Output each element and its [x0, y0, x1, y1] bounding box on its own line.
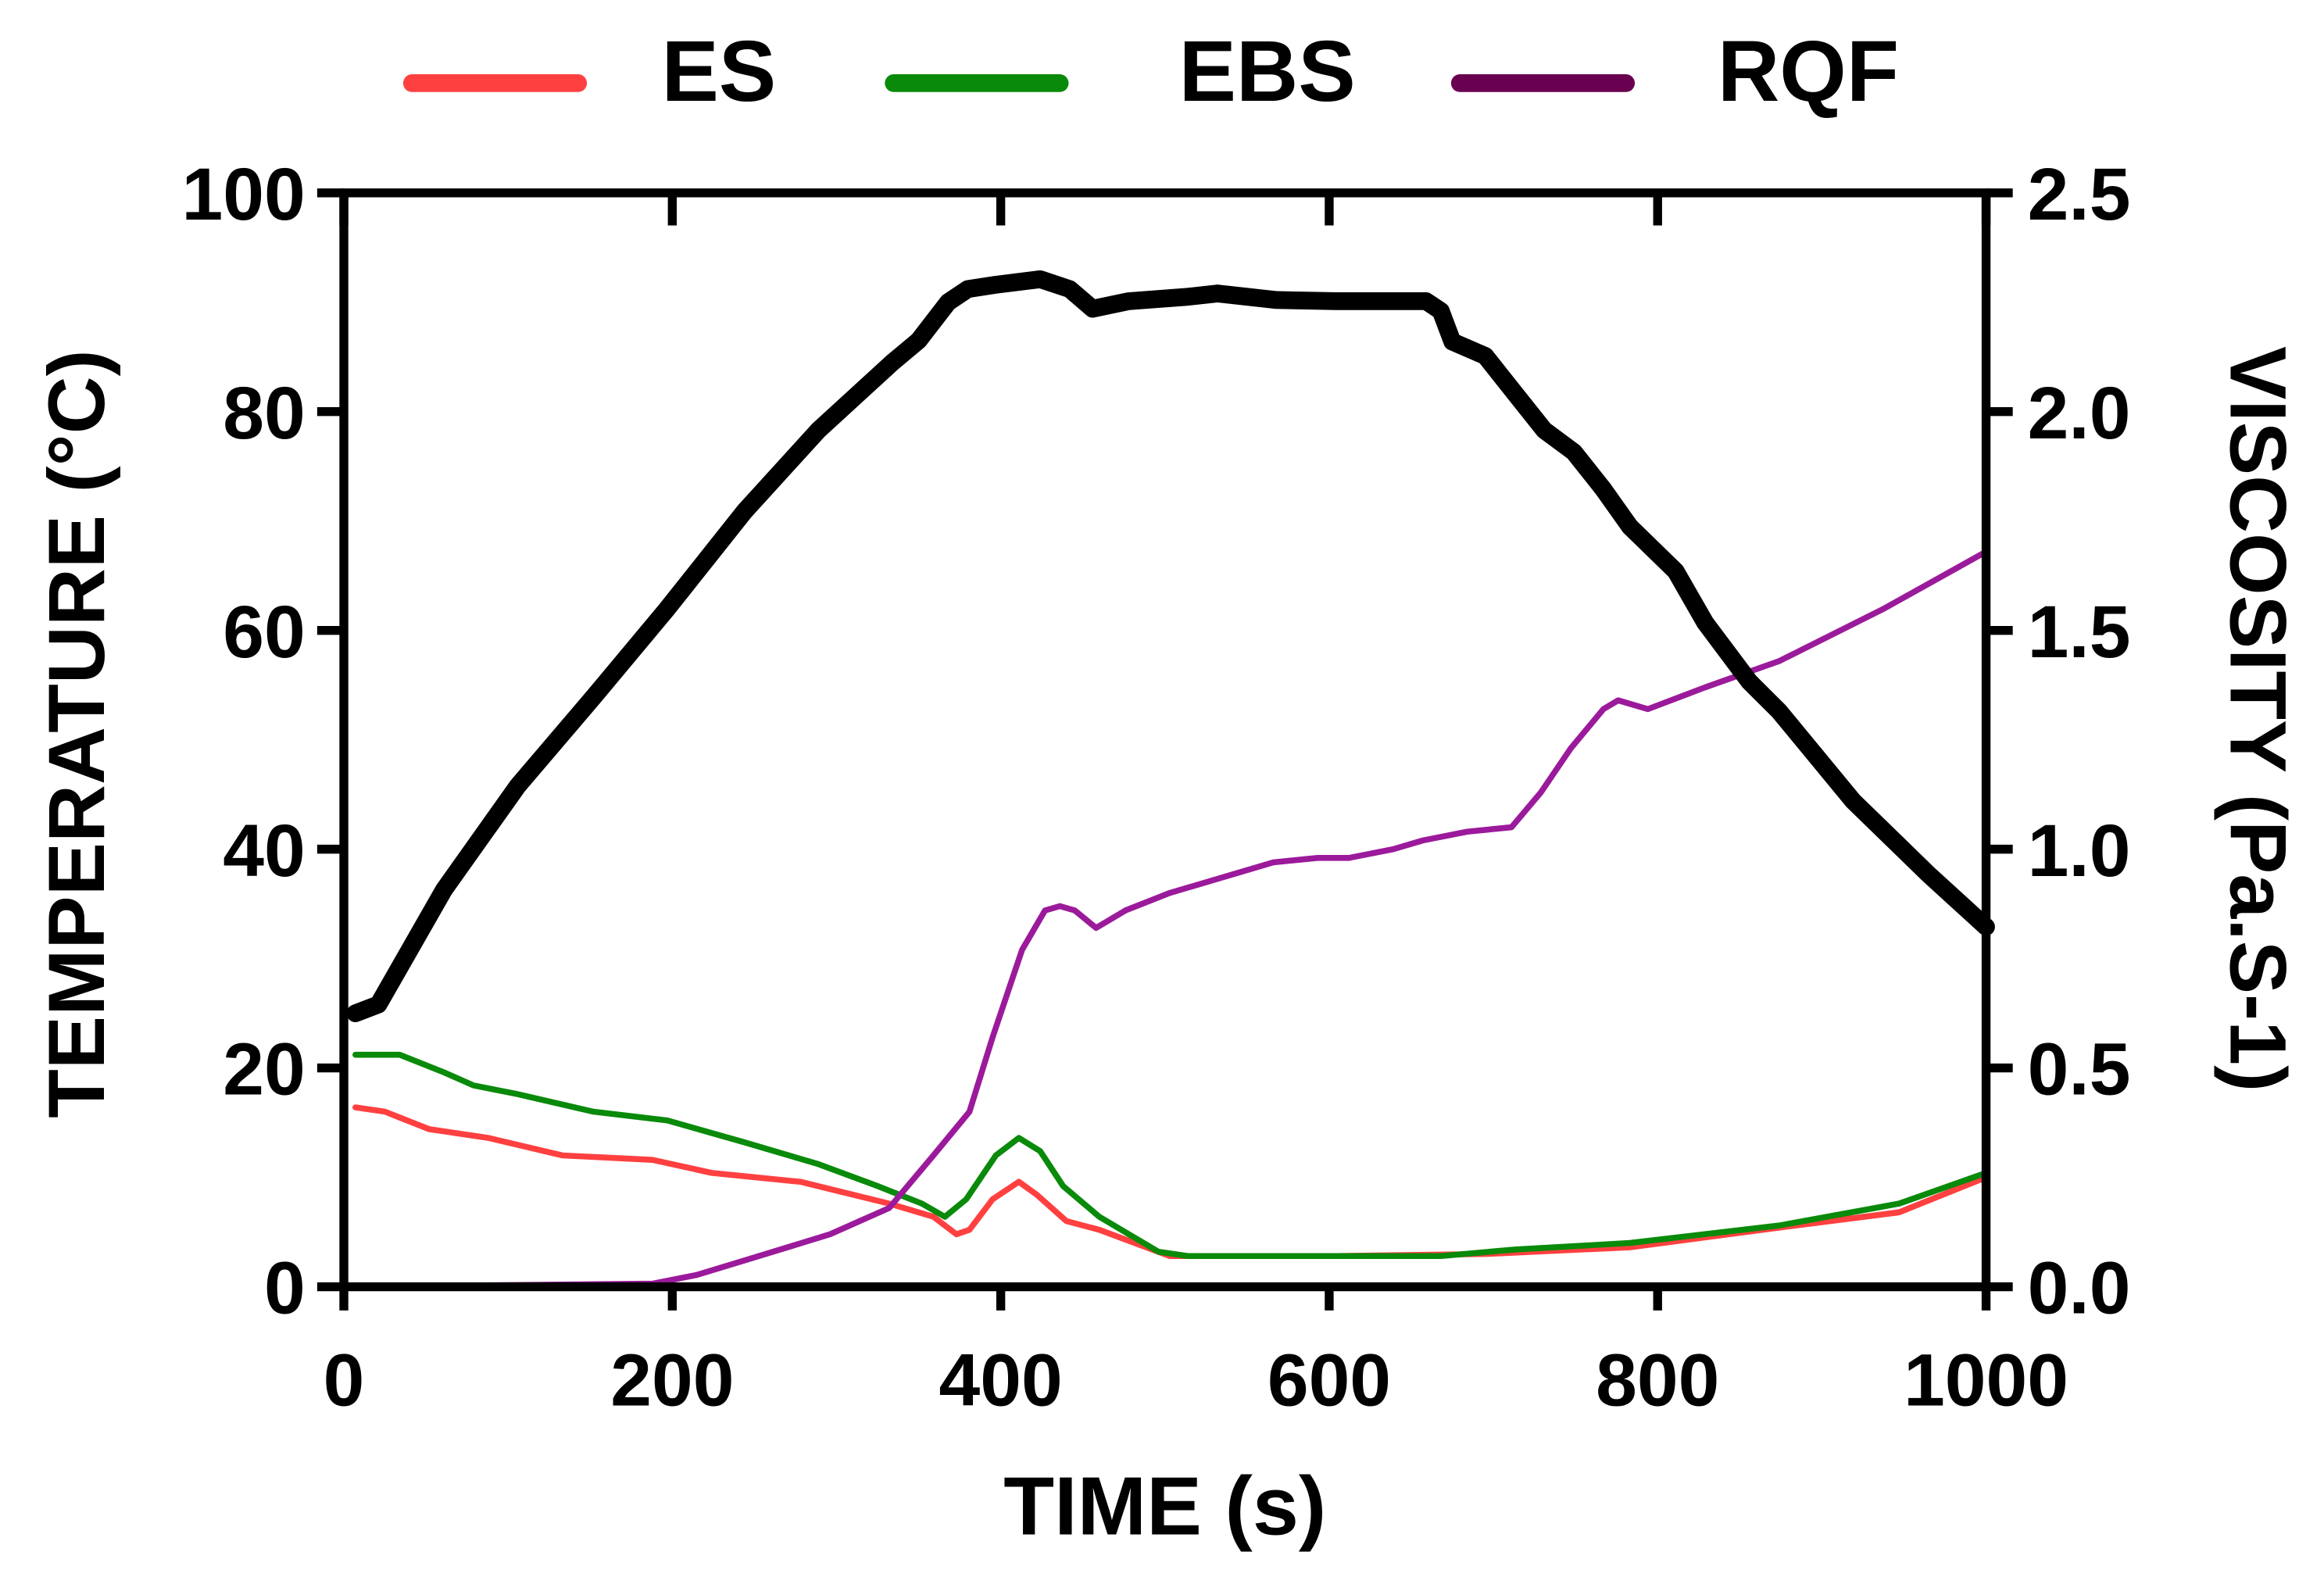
x-tick-label: 800	[1596, 1339, 1719, 1422]
y-tick-label: 60	[223, 591, 305, 674]
legend: ES EBS RQF	[402, 23, 1899, 120]
x-tick-label: 200	[610, 1339, 734, 1422]
x-tick-label: 1000	[1904, 1339, 2068, 1422]
y2-tick-label: 0.0	[2028, 1247, 2131, 1330]
y2-tick-label: 0.5	[2028, 1028, 2131, 1111]
y-tick-label: 40	[223, 810, 305, 892]
rqf-series-line	[352, 549, 1990, 1290]
y2-axis-title: VISCOSITY (Pa.S-1)	[2214, 346, 2304, 1092]
y-axis-title: TEMPERATURE (°C)	[31, 349, 121, 1118]
y-tick-label: 80	[223, 372, 305, 455]
temperature-series-line	[346, 270, 1995, 1022]
es-series-line	[352, 1104, 1990, 1260]
y2-tick-label: 1.0	[2028, 810, 2131, 892]
x-tick-label: 600	[1267, 1339, 1391, 1422]
y-tick-label: 0	[264, 1247, 306, 1330]
y2-tick-label: 1.5	[2028, 591, 2131, 674]
es-legend-label: ES	[662, 23, 777, 120]
rqf-legend-label: RQF	[1718, 23, 1899, 120]
y-tick-label: 100	[181, 153, 305, 236]
y2-tick-label: 2.5	[2028, 153, 2131, 236]
x-tick-label: 400	[939, 1339, 1063, 1422]
ebs-legend-label: EBS	[1179, 23, 1356, 120]
x-axis-title: TIME (s)	[1003, 1459, 1326, 1552]
x-tick-label: 0	[324, 1339, 365, 1422]
series-layer	[346, 270, 1995, 1290]
y2-tick-label: 2.0	[2028, 372, 2131, 455]
ebs-series-line	[352, 1051, 1990, 1260]
y-tick-label: 20	[223, 1028, 305, 1111]
axes: 0 200 400 600 800 1000 0 20 40 60 80 100 0.0 0.5 1.0 1.…	[181, 153, 2130, 1422]
